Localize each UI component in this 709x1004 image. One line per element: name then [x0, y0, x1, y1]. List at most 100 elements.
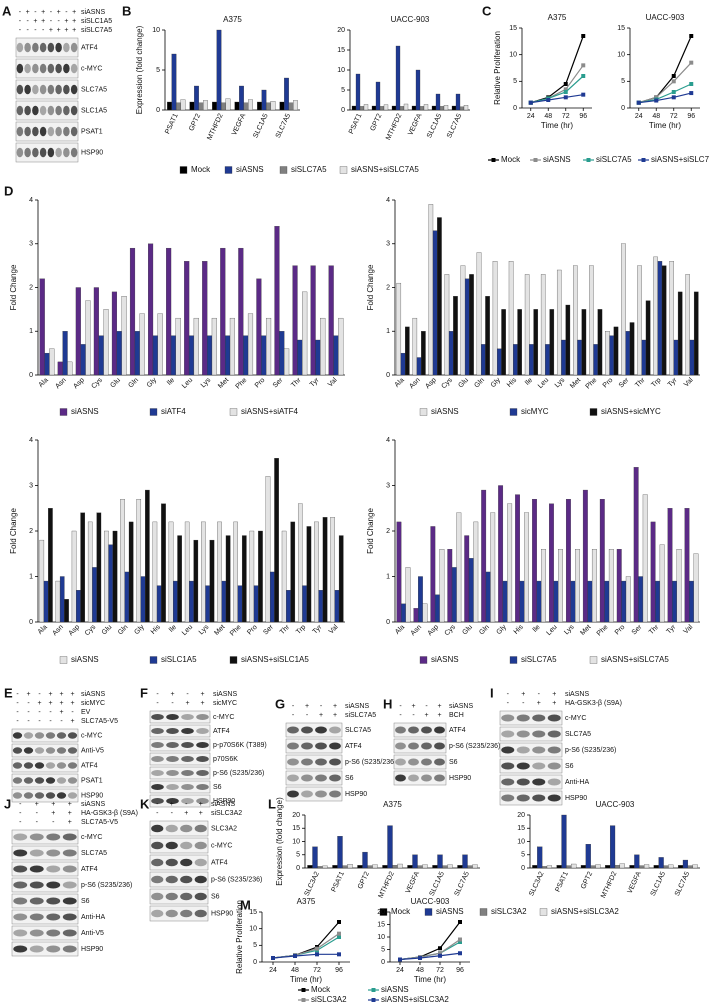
- x-tick-label: SLC1A5: [650, 871, 667, 898]
- legend-label: siASNS+siSLC3A2: [381, 995, 449, 1004]
- lane-sign: +: [59, 691, 63, 698]
- lane-sign: -: [171, 810, 174, 817]
- x-tick-label: Tyr: [309, 376, 321, 388]
- band: [23, 732, 34, 739]
- bar: [49, 348, 55, 376]
- y-tick-label: 4: [29, 437, 33, 444]
- subplot-title: UACC-903: [411, 897, 450, 906]
- band: [32, 147, 39, 158]
- bar: [411, 105, 417, 111]
- point: [671, 74, 676, 78]
- protein-label: PSAT1: [81, 777, 103, 784]
- lane-sign: +: [199, 801, 203, 808]
- x-tick-label: Trp: [650, 377, 662, 389]
- bar: [382, 865, 388, 869]
- x-tick-label: 48: [291, 967, 299, 974]
- band: [63, 63, 70, 74]
- band: [62, 833, 77, 841]
- band: [16, 42, 24, 53]
- band: [56, 792, 67, 799]
- band: [315, 790, 327, 798]
- line: [530, 75, 584, 104]
- blot-strip: [499, 726, 563, 742]
- lane-sign: +: [59, 700, 63, 707]
- lane-sign: -: [16, 718, 19, 725]
- bar: [437, 217, 442, 376]
- point: [671, 79, 676, 84]
- band: [165, 875, 178, 884]
- band: [151, 824, 164, 833]
- lane-sign: +: [170, 691, 174, 698]
- legend-marker: [371, 988, 376, 992]
- x-tick-label: 24: [635, 113, 643, 120]
- point: [418, 956, 422, 960]
- bar: [320, 317, 326, 376]
- bar: [247, 313, 254, 376]
- y-tick-label: 3: [29, 482, 33, 489]
- blot-strip: [149, 780, 211, 794]
- lane-sign: +: [552, 691, 556, 698]
- band: [287, 742, 299, 750]
- y-tick-label: 0: [513, 105, 517, 112]
- y-axis-label: Fold Change: [9, 264, 18, 310]
- band: [151, 756, 164, 762]
- x-tick-label: Lys: [554, 376, 567, 389]
- bar: [464, 535, 470, 623]
- line: [530, 94, 584, 104]
- bar: [422, 864, 428, 869]
- bar: [375, 81, 381, 111]
- protein-label: HSP90: [345, 791, 367, 798]
- protein-label: SLC7A5: [81, 850, 107, 857]
- bar: [589, 265, 594, 376]
- y-tick-label: 2: [386, 284, 390, 291]
- legend-swatch: [419, 656, 428, 664]
- x-tick-label: Met: [213, 624, 226, 637]
- band: [34, 792, 45, 799]
- lane-sign: +: [59, 709, 63, 716]
- bar: [481, 489, 487, 623]
- y-tick-label: 5: [621, 78, 625, 85]
- bar: [485, 571, 491, 623]
- x-tick-label: His: [513, 623, 525, 635]
- y-tick-label: 15: [292, 825, 300, 832]
- legend-swatch: [59, 656, 68, 664]
- x-tick-label: Glu: [457, 377, 470, 390]
- protein-label: HSP90: [81, 792, 103, 799]
- band: [39, 147, 47, 158]
- x-tick-label: Glu: [109, 377, 122, 390]
- band: [45, 792, 56, 799]
- legend-label: siASNS: [236, 165, 264, 174]
- lane-sign: +: [72, 27, 76, 34]
- y-tick-label: 1: [386, 573, 390, 580]
- band: [62, 897, 77, 905]
- band: [62, 913, 77, 921]
- lane-sign: -: [538, 691, 541, 698]
- x-tick-label: Leu: [537, 377, 550, 390]
- lane-sign: -: [425, 703, 428, 710]
- lane-sign: +: [41, 18, 45, 25]
- x-tick-label: 96: [687, 113, 695, 120]
- point: [671, 90, 676, 94]
- bar: [451, 567, 457, 623]
- band: [395, 774, 406, 782]
- bar: [362, 851, 368, 869]
- x-tick-label: Ile: [166, 377, 176, 387]
- bar: [467, 865, 473, 869]
- lane-sign: -: [399, 712, 402, 719]
- band: [395, 742, 406, 750]
- bar: [599, 498, 605, 623]
- lane-sign: -: [171, 700, 174, 707]
- lane-sign: -: [19, 18, 22, 25]
- bar: [396, 521, 402, 623]
- x-tick-label: Asn: [408, 377, 422, 391]
- band: [181, 714, 194, 720]
- band: [151, 728, 164, 734]
- x-tick-label: Asp: [68, 624, 82, 638]
- band: [23, 747, 34, 754]
- bar: [62, 331, 68, 376]
- bar: [657, 261, 663, 376]
- bar: [48, 508, 53, 623]
- bar: [591, 549, 597, 623]
- bar: [221, 102, 226, 111]
- protein-label: Anti-V5: [81, 930, 104, 937]
